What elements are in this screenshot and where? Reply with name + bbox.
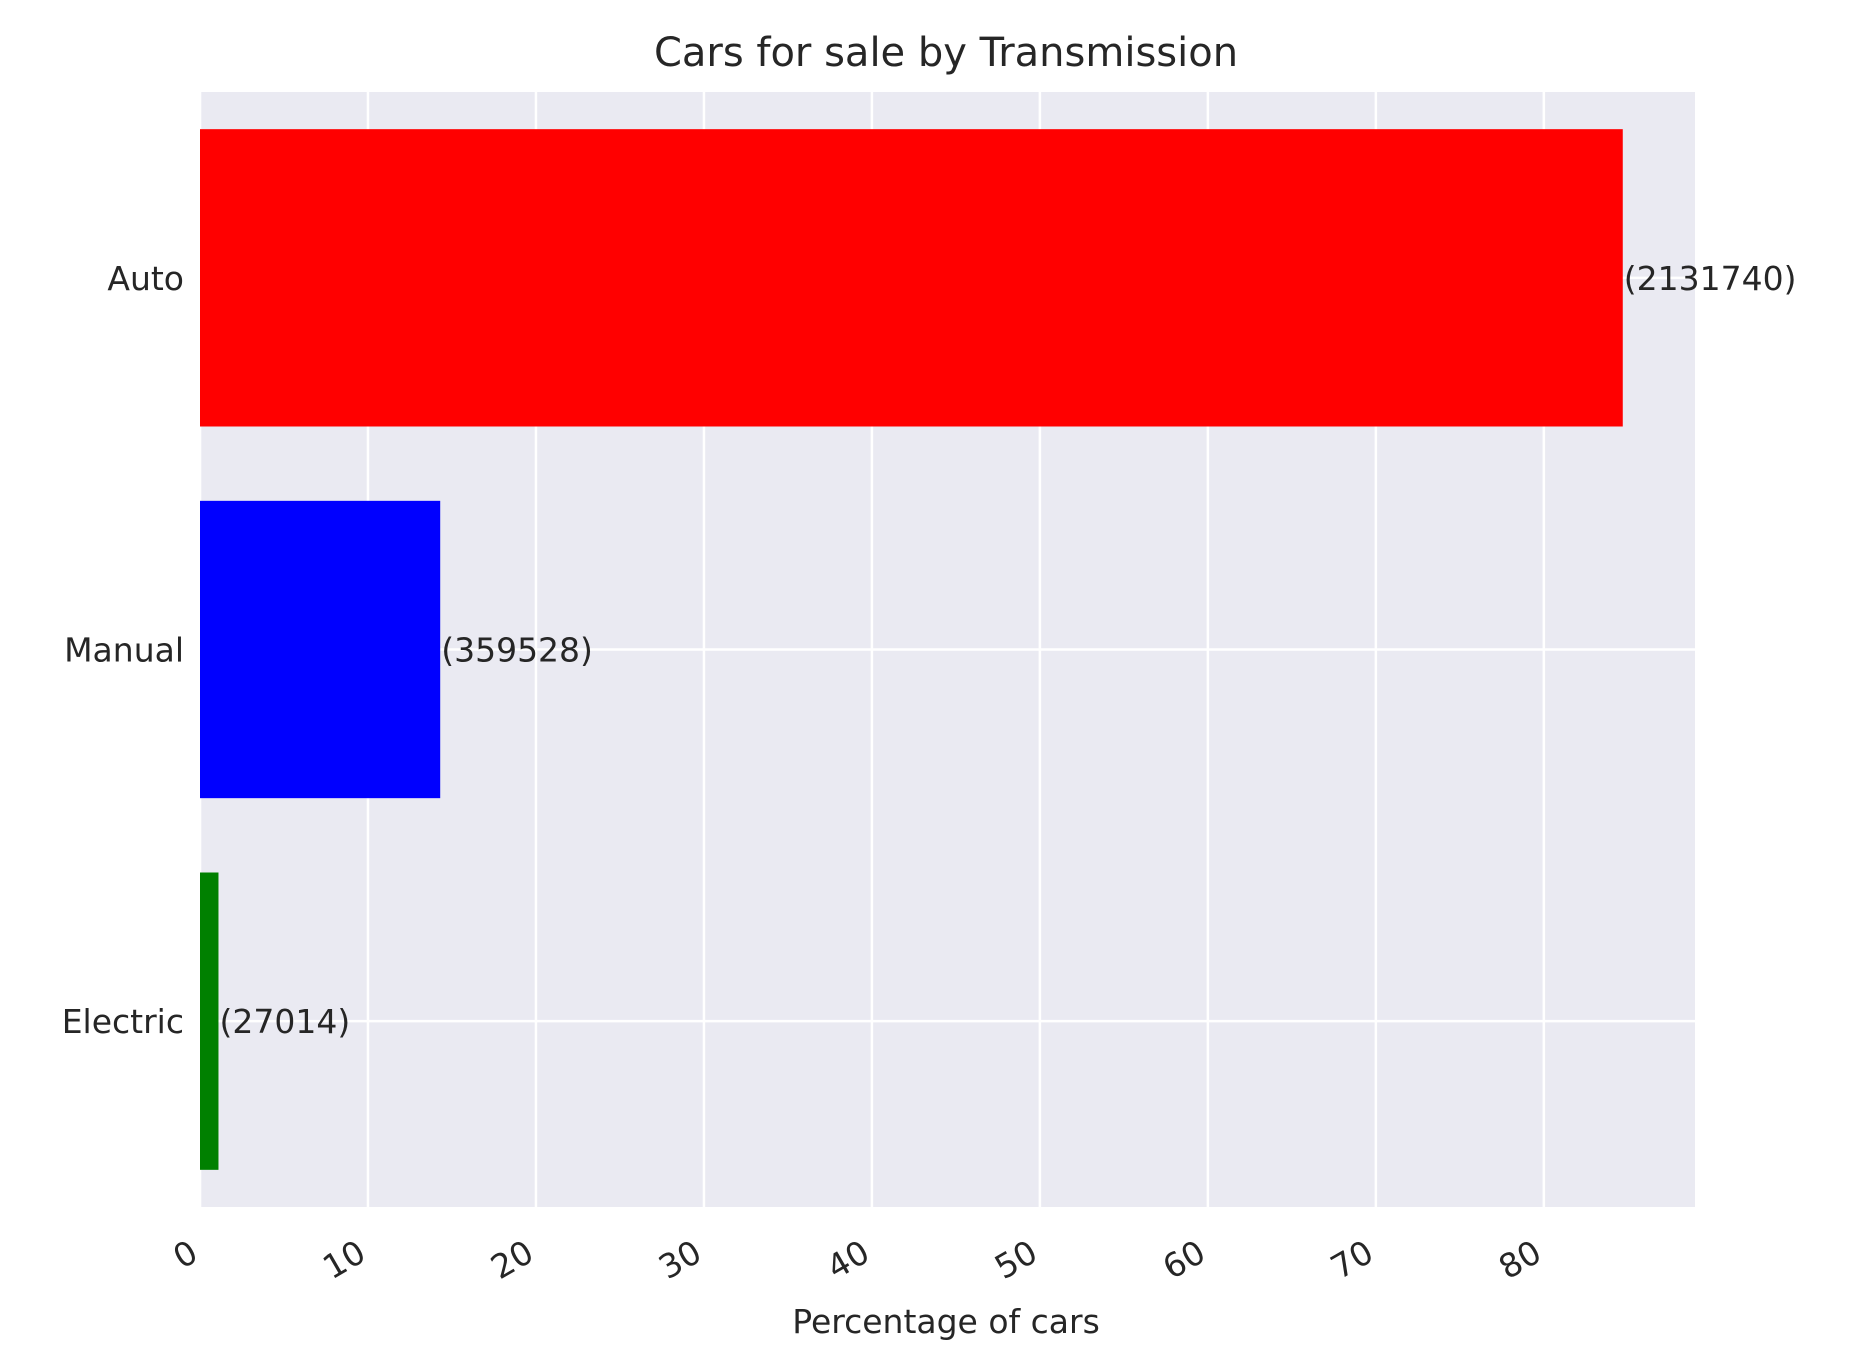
- y-tick-label-auto: Auto: [107, 259, 184, 298]
- x-tick-label: 0: [166, 1232, 204, 1276]
- x-axis-label: Percentage of cars: [792, 1302, 1100, 1341]
- x-tick-label: 30: [652, 1232, 708, 1287]
- x-axis-ticks: 0 10 20 30 40 50 60 70 80: [166, 1232, 1548, 1287]
- data-label-auto: (2131740): [1624, 259, 1797, 298]
- x-tick-label: 10: [316, 1232, 372, 1287]
- x-tick-label: 40: [820, 1232, 876, 1287]
- x-tick-label: 50: [988, 1232, 1044, 1287]
- x-tick-label: 80: [1492, 1232, 1548, 1287]
- x-tick-label: 60: [1156, 1232, 1212, 1287]
- bar-manual: [200, 500, 441, 799]
- y-axis-ticks: Auto Manual Electric: [62, 259, 184, 1041]
- data-label-electric: (27014): [219, 1002, 350, 1041]
- bars: [200, 129, 1623, 1170]
- y-tick-label-manual: Manual: [64, 631, 184, 670]
- data-label-manual: (359528): [441, 631, 593, 670]
- bar-auto: [200, 129, 1623, 427]
- bar-electric: [200, 872, 219, 1170]
- x-tick-label: 70: [1324, 1232, 1380, 1287]
- x-tick-label: 20: [484, 1232, 540, 1287]
- y-tick-label-electric: Electric: [62, 1002, 184, 1041]
- chart-title: Cars for sale by Transmission: [654, 30, 1238, 76]
- data-labels: (2131740) (359528) (27014): [219, 259, 1796, 1041]
